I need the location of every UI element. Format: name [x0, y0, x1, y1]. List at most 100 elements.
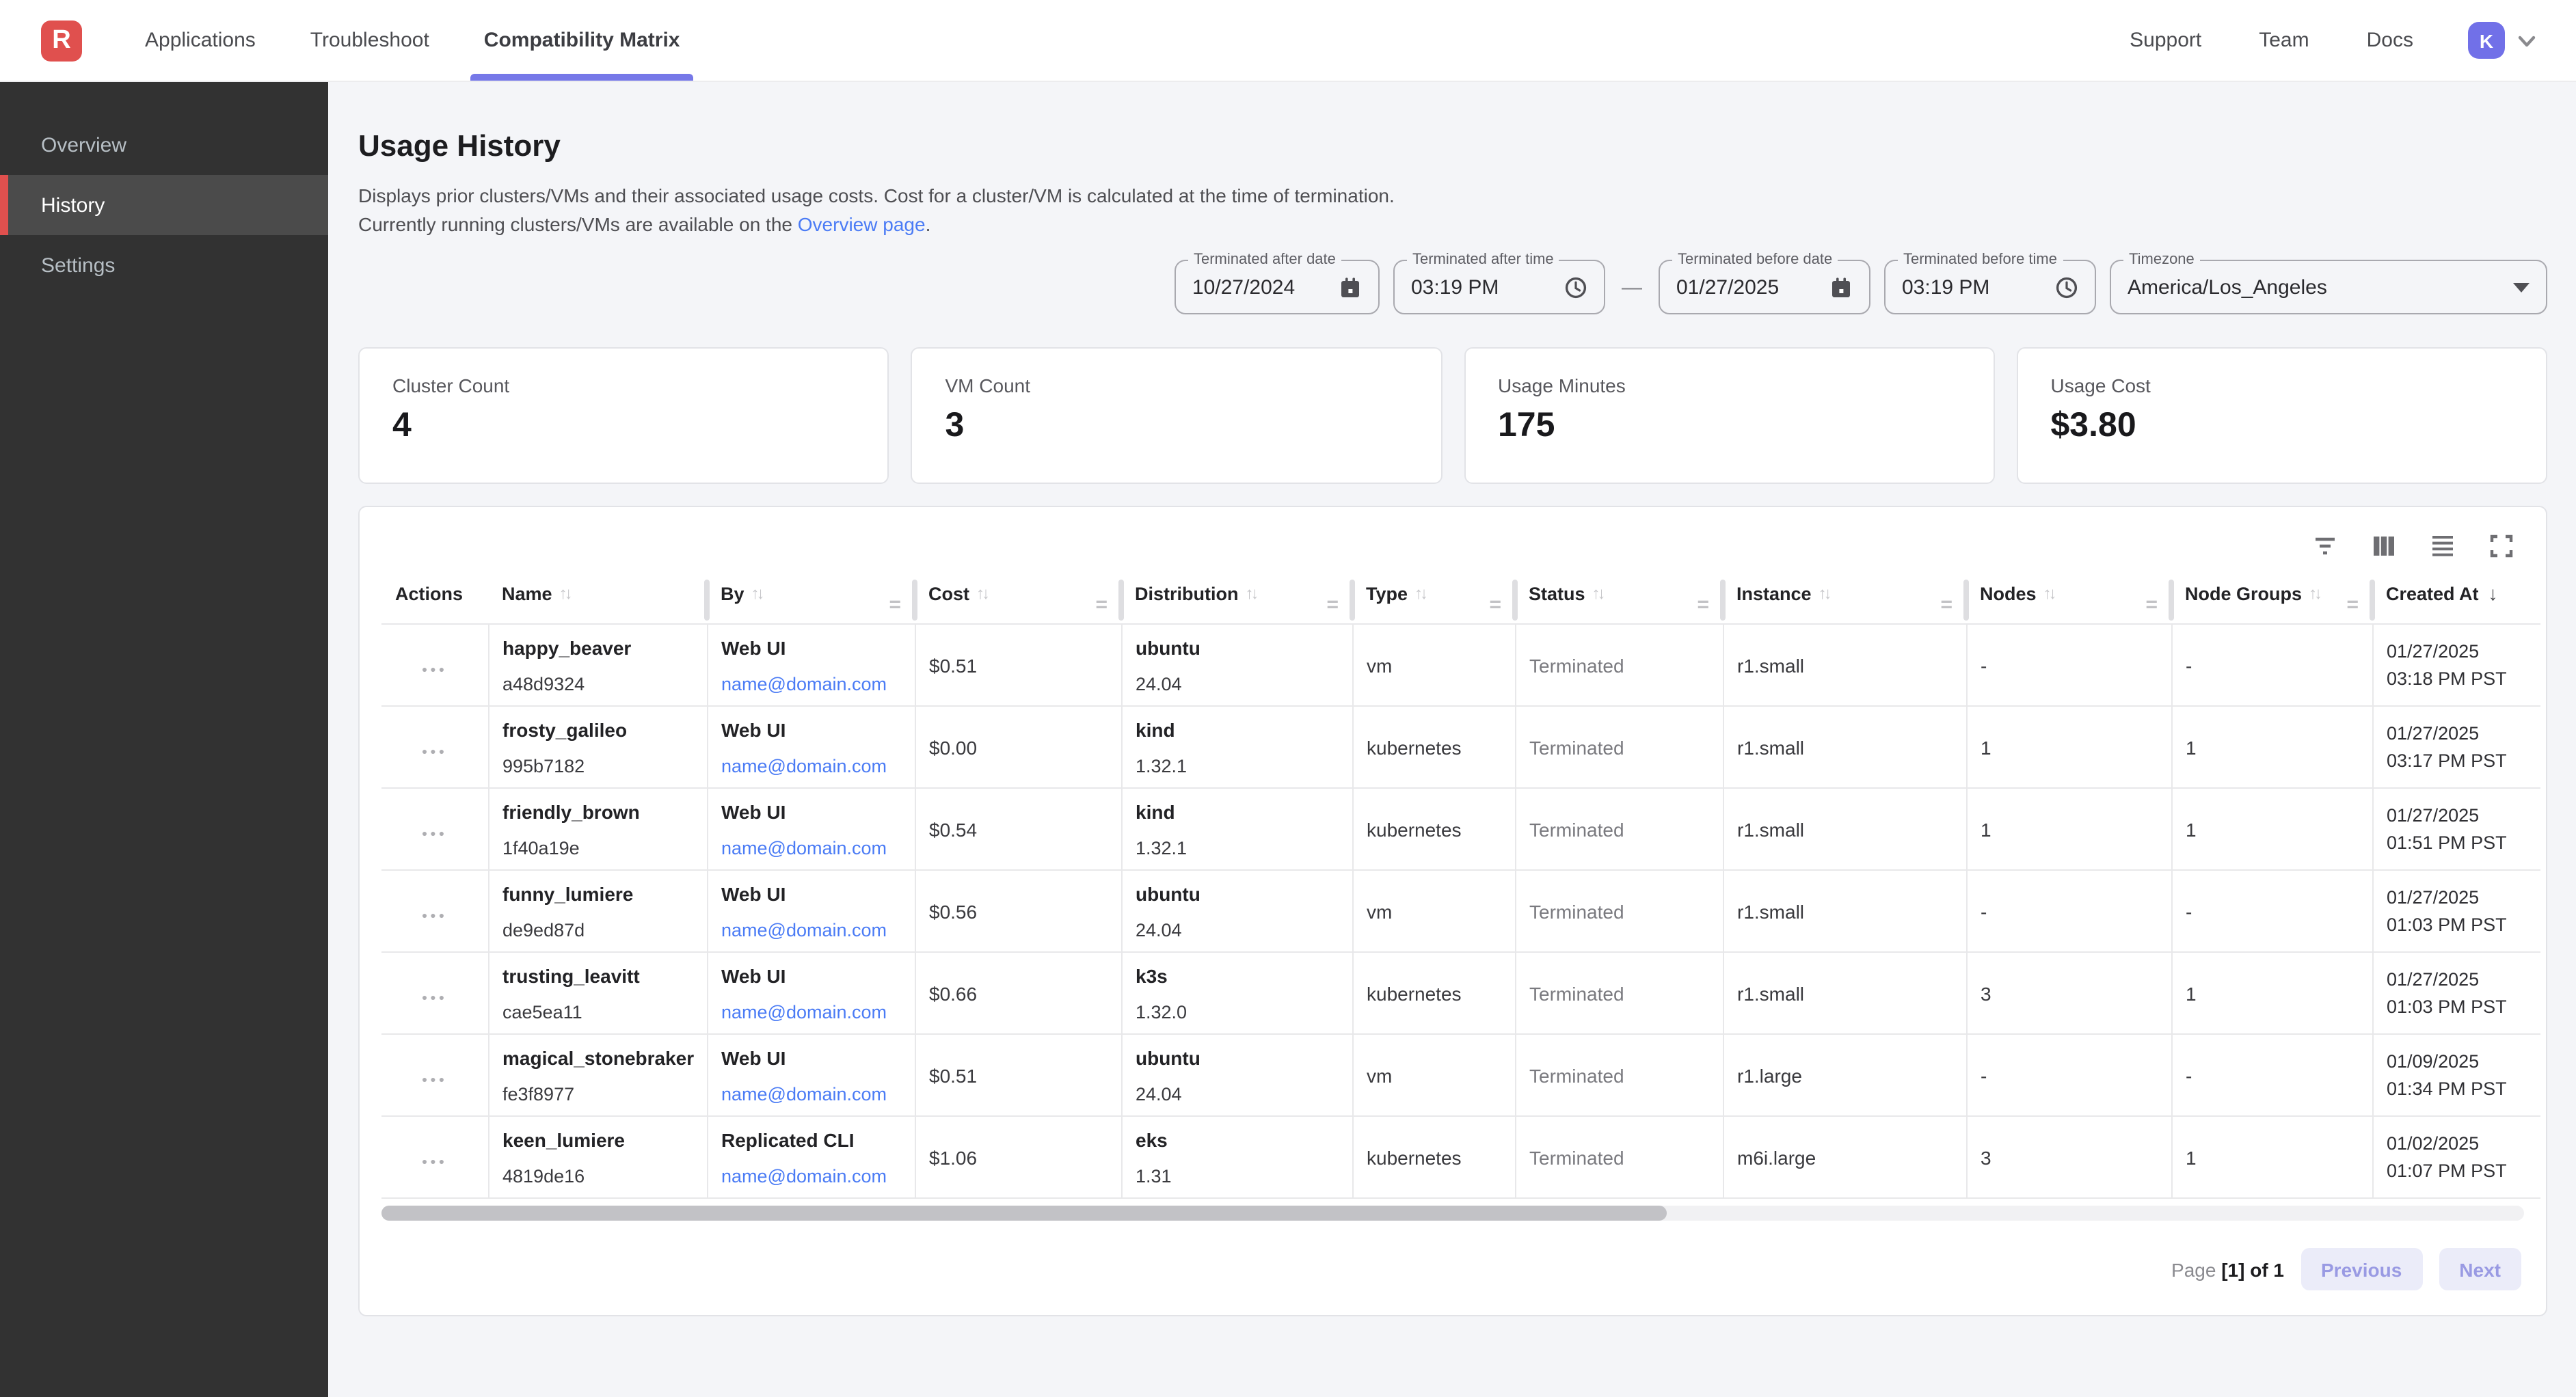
avatar[interactable]: K	[2468, 22, 2505, 59]
row-actions-menu-icon[interactable]: ●●●	[421, 829, 448, 839]
row-actions-menu-icon[interactable]: ●●●	[421, 1075, 448, 1085]
row-actions-menu-icon[interactable]: ●●●	[421, 911, 448, 921]
creator-email-link[interactable]: name@domain.com	[721, 1165, 887, 1186]
creator-email-link[interactable]: name@domain.com	[721, 1083, 887, 1104]
timezone-select[interactable]: Timezone America/Los_Angeles	[2110, 252, 2547, 314]
sort-icon[interactable]: ↑↓	[1592, 584, 1606, 603]
tab-applications[interactable]: Applications	[145, 29, 256, 52]
column-header-distribution[interactable]: Distribution ↑↓ =	[1121, 574, 1355, 624]
nav-link-docs[interactable]: Docs	[2366, 29, 2413, 52]
sort-icon[interactable]: ↑↓	[2043, 584, 2057, 603]
terminated-after-date-field[interactable]: Terminated after date 10/27/2024	[1175, 252, 1380, 314]
drag-handle-icon[interactable]: =	[2346, 593, 2359, 616]
nodes-cell: -	[1966, 869, 2172, 952]
created-at-cell: 01/27/2025 01:03 PM PST	[2372, 869, 2540, 952]
sidebar-item-overview[interactable]: Overview	[41, 133, 127, 157]
name-cell: keen_lumiere 4819de16	[488, 1115, 708, 1199]
cluster-id: de9ed87d	[502, 919, 585, 940]
chevron-down-icon[interactable]	[2516, 29, 2538, 51]
column-header-instance[interactable]: Instance ↑↓ =	[1723, 574, 1969, 624]
cluster-id: cae5ea11	[502, 1001, 582, 1022]
created-time: 01:07 PM PST	[2387, 1160, 2507, 1180]
calendar-icon[interactable]	[1339, 275, 1362, 299]
name-cell: funny_lumiere de9ed87d	[488, 869, 708, 952]
drag-handle-icon[interactable]: =	[1697, 593, 1709, 616]
sort-icon[interactable]: ↑↓	[751, 584, 765, 603]
terminated-before-time-field[interactable]: Terminated before time 03:19 PM	[1884, 252, 2096, 314]
calendar-icon[interactable]	[1829, 275, 1853, 299]
dropdown-caret-icon[interactable]	[2513, 282, 2530, 292]
creator-email-link[interactable]: name@domain.com	[721, 837, 887, 858]
terminated-after-time-field[interactable]: Terminated after time 03:19 PM	[1393, 252, 1605, 314]
horizontal-scrollbar[interactable]	[381, 1206, 2524, 1221]
fullscreen-icon[interactable]	[2487, 532, 2516, 560]
column-header-status[interactable]: Status ↑↓ =	[1515, 574, 1726, 624]
status-cell: Terminated	[1515, 787, 1723, 870]
clock-icon[interactable]	[1564, 275, 1587, 299]
created-time: 03:17 PM PST	[2387, 750, 2507, 770]
column-header-name[interactable]: Name ↑↓	[488, 574, 710, 624]
creator-email-link[interactable]: name@domain.com	[721, 755, 887, 776]
created-date: 01/27/2025	[2387, 640, 2480, 661]
clock-icon[interactable]	[2055, 275, 2078, 299]
drag-handle-icon[interactable]: =	[1095, 593, 1108, 616]
sort-desc-icon[interactable]: ↓	[2488, 582, 2498, 604]
created-at-cell: 01/09/2025 01:34 PM PST	[2372, 1033, 2540, 1116]
created-at-cell: 01/27/2025 03:17 PM PST	[2372, 705, 2540, 788]
sort-icon[interactable]: ↑↓	[1245, 584, 1259, 603]
drag-handle-icon[interactable]: =	[1326, 593, 1339, 616]
nav-link-support[interactable]: Support	[2130, 29, 2202, 52]
column-header-by[interactable]: By ↑↓ =	[707, 574, 917, 624]
tab-compatibility-matrix[interactable]: Compatibility Matrix	[470, 0, 694, 81]
overview-page-link[interactable]: Overview page	[797, 213, 926, 235]
drag-handle-icon[interactable]: =	[2145, 593, 2158, 616]
previous-page-button[interactable]: Previous	[2300, 1248, 2423, 1290]
nav-link-team[interactable]: Team	[2259, 29, 2309, 52]
row-actions-menu-icon[interactable]: ●●●	[421, 747, 448, 757]
column-header-node-groups[interactable]: Node Groups ↑↓ =	[2171, 574, 2375, 624]
drag-handle-icon[interactable]: =	[1489, 593, 1501, 616]
tab-troubleshoot[interactable]: Troubleshoot	[310, 29, 429, 52]
filter-icon[interactable]	[2311, 532, 2339, 560]
drag-handle-icon[interactable]: =	[1940, 593, 1953, 616]
table-row: ●●● keen_lumiere 4819de16 Replicated CLI nam…	[381, 1115, 2540, 1199]
row-actions-menu-icon[interactable]: ●●●	[421, 993, 448, 1003]
sort-icon[interactable]: ↑↓	[1414, 584, 1428, 603]
distribution-cell: kind 1.32.1	[1121, 787, 1353, 870]
node-groups-cell: 1	[2171, 705, 2373, 788]
creator-email-link[interactable]: name@domain.com	[721, 919, 887, 940]
row-actions-cell: ●●●	[381, 623, 489, 706]
creator-email-link[interactable]: name@domain.com	[721, 673, 887, 694]
row-actions-menu-icon[interactable]: ●●●	[421, 665, 448, 675]
column-header-cost[interactable]: Cost ↑↓ =	[915, 574, 1124, 624]
show-columns-icon[interactable]	[2370, 532, 2398, 560]
sidebar-item-settings[interactable]: Settings	[41, 254, 116, 277]
sort-icon[interactable]: ↑↓	[1818, 584, 1832, 603]
creator-email-link[interactable]: name@domain.com	[721, 1001, 887, 1022]
usage-history-table: Actions Name ↑↓ By ↑↓ = Cost ↑↓ = Distributio…	[381, 574, 2540, 1199]
column-header-nodes[interactable]: Nodes ↑↓ =	[1966, 574, 2174, 624]
row-actions-cell: ●●●	[381, 787, 489, 870]
density-icon[interactable]	[2428, 532, 2457, 560]
row-actions-cell: ●●●	[381, 869, 489, 952]
distribution-version: 1.32.0	[1136, 1001, 1188, 1022]
sidebar-item-history[interactable]: History	[0, 175, 328, 235]
terminated-before-date-field[interactable]: Terminated before date 01/27/2025	[1659, 252, 1870, 314]
distribution-cell: ubuntu 24.04	[1121, 1033, 1353, 1116]
sort-icon[interactable]: ↑↓	[559, 584, 573, 603]
nav-right: Support Team Docs K	[2072, 22, 2576, 59]
next-page-button[interactable]: Next	[2439, 1248, 2521, 1290]
drag-handle-icon[interactable]: =	[889, 593, 901, 616]
created-date: 01/02/2025	[2387, 1132, 2480, 1153]
row-actions-menu-icon[interactable]: ●●●	[421, 1157, 448, 1167]
column-header-created-at[interactable]: Created At ↓	[2386, 582, 2498, 604]
cost-cell: $0.51	[915, 1033, 1122, 1116]
status-cell: Terminated	[1515, 951, 1723, 1034]
sort-icon[interactable]: ↑↓	[2309, 584, 2322, 603]
sort-icon[interactable]: ↑↓	[976, 584, 990, 603]
scrollbar-thumb[interactable]	[381, 1206, 1667, 1221]
replicated-logo[interactable]: R	[41, 20, 82, 61]
cluster-name: funny_lumiere	[502, 882, 634, 904]
node-groups-cell: -	[2171, 1033, 2373, 1116]
column-header-type[interactable]: Type ↑↓ =	[1352, 574, 1518, 624]
